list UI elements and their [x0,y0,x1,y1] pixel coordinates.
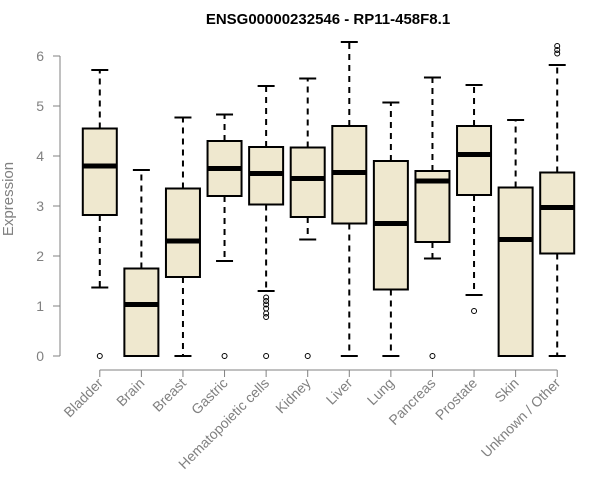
x-tick-label: Lung [364,375,397,408]
outlier-point [263,353,270,359]
iqr-box [289,146,326,218]
outlier-point [263,314,270,320]
y-axis-label: Expression [0,162,17,236]
iqr-box [456,125,493,196]
outlier-point [429,353,436,359]
boxes [81,41,576,359]
box-group [164,116,201,357]
y-tick-label: 3 [36,198,44,214]
box-group [456,84,493,314]
x-tick-label: Liver [323,375,356,408]
x-tick-label: Bladder [60,375,106,421]
iqr-box [539,171,576,255]
box-group [539,43,576,357]
y-tick-label: 5 [36,98,44,114]
outlier-point [263,310,270,317]
iqr-box [81,127,118,216]
outlier-point [263,301,270,308]
box-group [81,69,118,359]
iqr-box [164,187,201,278]
x-tick-label: Brain [113,375,147,409]
outlier-point [554,43,561,49]
outlier-point [221,353,228,359]
x-tick-label: Prostate [432,375,480,423]
axes: 0 1 2 3 4 5 6 [36,48,558,377]
box-group [414,76,451,359]
outlier-point [304,353,311,359]
outlier-point [554,50,561,57]
x-tick-label: Breast [149,375,189,415]
chart-title: ENSG00000232546 - RP11-458F8.1 [206,11,450,28]
iqr-box [123,267,160,357]
box-group [123,169,160,357]
box-group [206,113,243,359]
outlier-point [471,308,478,314]
x-tick-label: Kidney [272,375,314,417]
box-group [497,119,534,357]
y-tick-label: 6 [36,48,44,64]
outlier-point [554,47,561,53]
x-tick-label: Skin [491,375,522,406]
outlier-point [263,294,270,301]
y-tick-label: 0 [36,348,44,364]
box-group [248,85,285,359]
outlier-point [263,298,270,304]
y-tick-label: 4 [36,148,44,164]
iqr-box [497,186,534,357]
outlier-point [96,353,103,359]
box-group [372,101,409,357]
y-tick-label: 1 [36,298,44,314]
x-tick-label: Unknown / Other [478,375,564,461]
y-tick-label: 2 [36,248,44,264]
outlier-point [263,305,270,312]
box-group [331,41,368,357]
box-group [289,77,326,359]
